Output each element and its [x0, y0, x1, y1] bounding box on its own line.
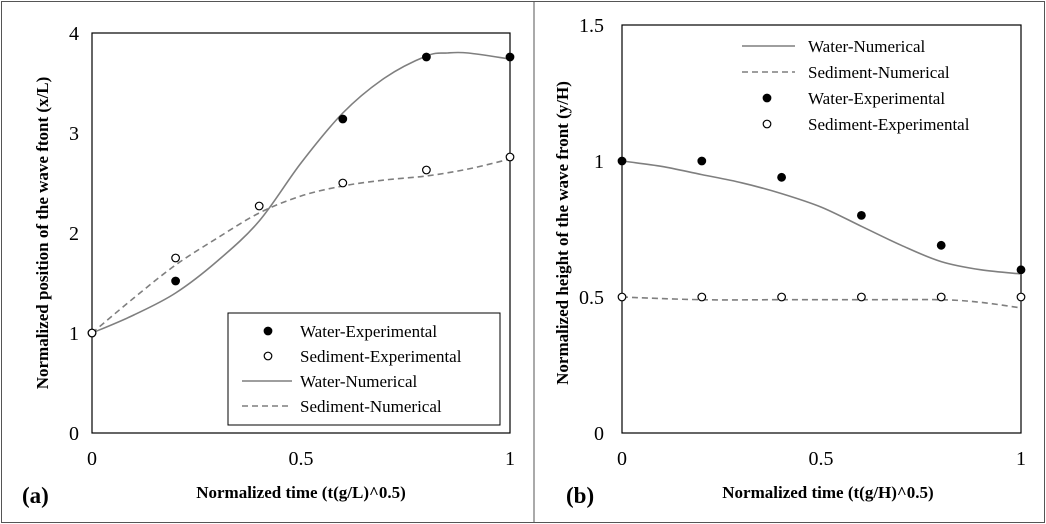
panel-a-sediment-numerical-line: [92, 159, 510, 333]
panel-b-sediment-numerical-line: [622, 297, 1021, 308]
panel-b-series: [618, 157, 1025, 308]
panel-a-legend-sediment-experimental-swatch: [264, 352, 272, 360]
panel-a-water-experimental-point: [423, 53, 431, 61]
panel-a-series: [88, 52, 514, 336]
panel-a-sediment-experimental-point: [506, 153, 514, 161]
panel-b-legend-water-numerical-label: Water-Numerical: [808, 37, 926, 56]
panel-a-water-numerical-line: [92, 52, 510, 333]
panel-a-legend-water-numerical-label: Water-Numerical: [300, 372, 418, 391]
panel-a-water-experimental-point: [506, 53, 514, 61]
panel-b-x-ticks: 0 0.5 1: [617, 448, 1026, 470]
panel-a-sediment-experimental-point: [255, 202, 263, 210]
panel-a-x-tick-label: 1: [505, 448, 515, 470]
panel-a-y-tick-label: 4: [69, 23, 79, 45]
panel-a-water-experimental-point: [172, 277, 180, 285]
panel-a-sediment-experimental-point: [88, 329, 96, 337]
panel-a-sediment-experimental-point: [339, 179, 347, 187]
panel-a-y-tick-label: 0: [69, 423, 79, 445]
panel-b-water-experimental-point: [937, 242, 945, 250]
panel-b-y-tick-label: 1.5: [579, 15, 604, 37]
panel-b-sediment-experimental-point: [937, 293, 945, 301]
panel-a-x-tick-label: 0.5: [289, 448, 314, 470]
panel-b-legend-sediment-experimental-label: Sediment-Experimental: [808, 115, 970, 134]
panel-b-water-experimental-point: [1017, 266, 1025, 274]
panel-a-legend-sediment-experimental-label: Sediment-Experimental: [300, 347, 462, 366]
panel-a-y-ticks: 0 1 2 3 4: [69, 23, 79, 445]
panel-b-label: (b): [566, 483, 594, 508]
panel-b-legend: Water-Numerical Sediment-Numerical Water-E…: [738, 31, 1018, 167]
panel-b-sediment-experimental-point: [618, 293, 626, 301]
panel-b-legend-sediment-experimental-swatch: [763, 120, 771, 128]
panel-b-x-tick-label: 0: [617, 448, 627, 470]
panel-a-legend-water-experimental-swatch: [264, 327, 272, 335]
panel-a-legend-water-experimental-label: Water-Experimental: [300, 322, 437, 341]
panel-b-x-axis-title: Normalized time (t(g/H)^0.5): [722, 483, 933, 502]
panel-b-sediment-experimental-point: [778, 293, 786, 301]
panel-a-y-tick-label: 2: [69, 223, 79, 245]
panel-b-y-ticks: 0 0.5 1 1.5: [579, 15, 604, 445]
panel-b: 0 0.5 1 1.5 0 0.5 1 Normalized time (t(g…: [553, 15, 1026, 508]
panel-a-label: (a): [22, 483, 49, 508]
panel-a-y-axis-title: Normalized position of the wave ftont (x…: [33, 77, 52, 390]
panel-a-x-tick-label: 0: [87, 448, 97, 470]
panel-a-legend: Water-Experimental Sediment-Experimental W…: [228, 313, 500, 425]
panel-a: 0 1 2 3 4 0 0.5 1 Normalized time (t(g/L…: [22, 23, 515, 508]
panel-a-y-tick-label: 3: [69, 123, 79, 145]
panel-b-legend-water-experimental-label: Water-Experimental: [808, 89, 945, 108]
panel-b-legend-water-experimental-swatch: [763, 94, 771, 102]
panel-a-x-ticks: 0 0.5 1: [87, 448, 515, 470]
panel-b-water-numerical-line: [622, 161, 1021, 274]
panel-a-sediment-experimental-point: [172, 254, 180, 262]
panel-a-legend-sediment-numerical-label: Sediment-Numerical: [300, 397, 442, 416]
panel-b-y-tick-label: 1: [594, 151, 604, 173]
panel-b-y-tick-label: 0: [594, 423, 604, 445]
panel-a-y-tick-label: 1: [69, 323, 79, 345]
panel-b-water-experimental-point: [858, 212, 866, 220]
panel-b-sediment-experimental-point: [1017, 293, 1025, 301]
panel-b-legend-sediment-numerical-label: Sediment-Numerical: [808, 63, 950, 82]
panel-a-sediment-experimental-point: [423, 166, 431, 174]
panel-a-water-experimental-point: [339, 115, 347, 123]
panel-b-sediment-experimental-point: [698, 293, 706, 301]
panel-b-water-experimental-point: [698, 157, 706, 165]
panel-b-water-experimental-point: [618, 157, 626, 165]
panel-a-x-axis-title: Normalized time (t(g/L)^0.5): [196, 483, 406, 502]
panel-b-x-tick-label: 0.5: [809, 448, 834, 470]
panel-b-y-tick-label: 0.5: [579, 287, 604, 309]
panel-b-x-tick-label: 1: [1016, 448, 1026, 470]
panel-b-y-axis-title: Normalized height of the wave front (y/H…: [553, 81, 572, 385]
panel-b-sediment-experimental-point: [858, 293, 866, 301]
panel-b-water-experimental-point: [778, 174, 786, 182]
